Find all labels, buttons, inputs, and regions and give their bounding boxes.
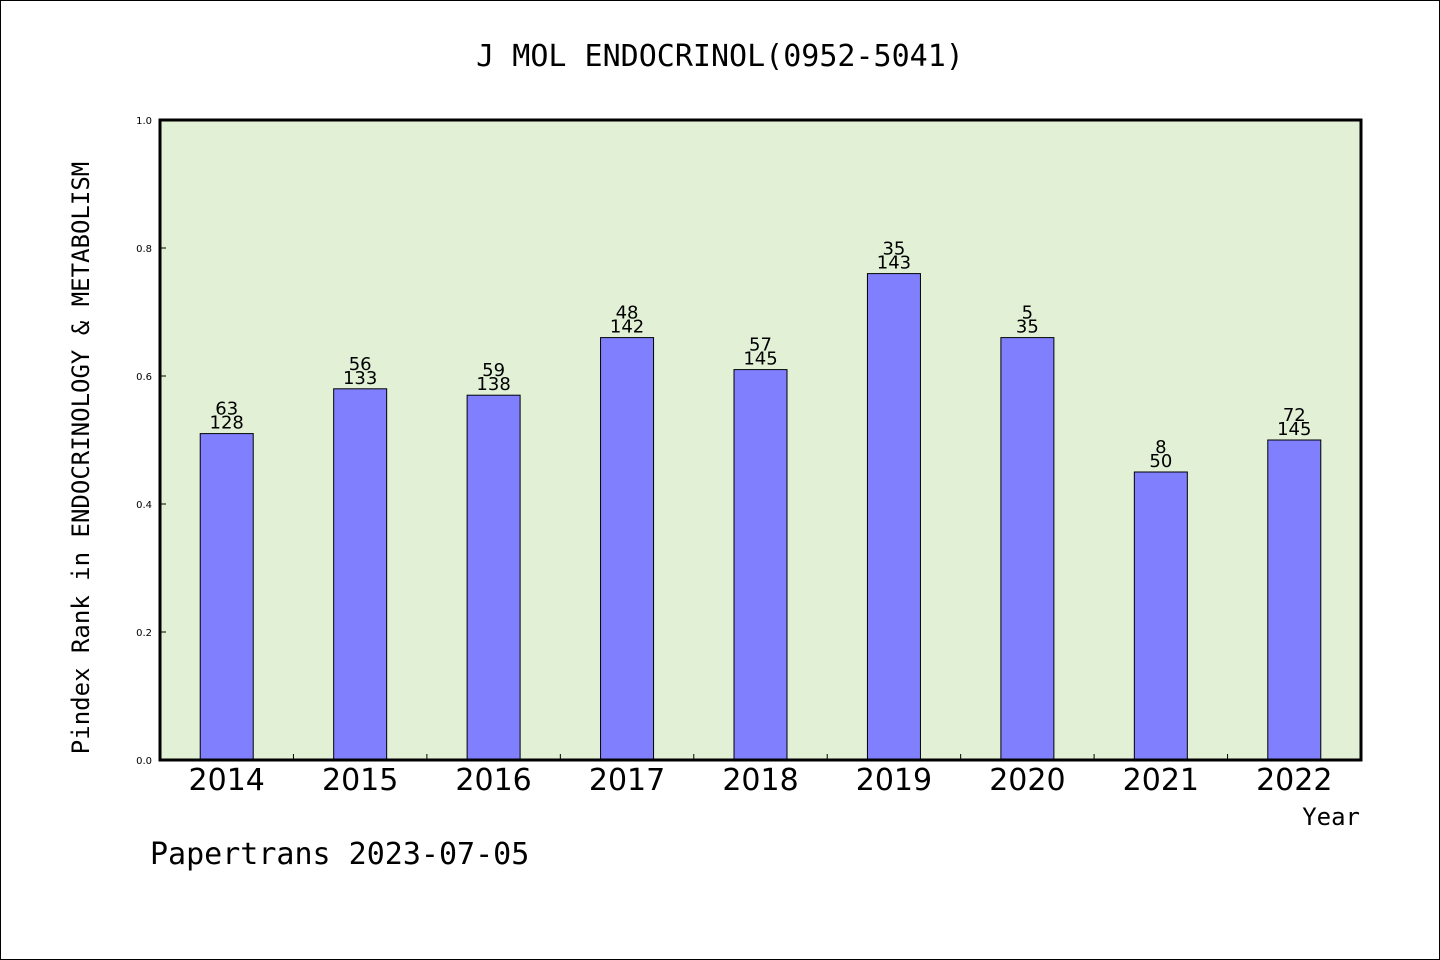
x-tick-label: 2017 (589, 763, 665, 798)
bars-group (199, 273, 1322, 761)
bar-2016 (466, 394, 521, 761)
x-axis: 2014 2015 2016 2017 2018 2019 2020 2021 2022 (189, 754, 1332, 798)
data-label-top: 57 (749, 335, 772, 356)
y-tick-label: 0.2 (136, 628, 152, 639)
y-tick-label: 0.8 (136, 244, 152, 255)
x-tick-label: 2015 (322, 763, 398, 798)
bar-2019 (866, 273, 921, 761)
y-tick-label: 0.4 (136, 500, 152, 511)
data-label-top: 63 (215, 399, 238, 420)
data-label-bottom: 142 (610, 317, 644, 338)
data-label-bottom: 143 (877, 253, 911, 274)
x-tick-label: 2018 (722, 763, 798, 798)
bar-2015 (333, 388, 388, 761)
y-tick-label: 0.0 (136, 756, 152, 767)
data-label-top: 59 (482, 360, 505, 381)
data-label-bottom: 133 (343, 368, 377, 389)
x-tick-label: 2020 (989, 763, 1065, 798)
y-axis-label: Pindex Rank in ENDOCRINOLOGY & METABOLIS… (67, 162, 95, 754)
data-label-bottom: 145 (743, 349, 777, 370)
x-tick-label: 2019 (856, 763, 932, 798)
x-tick-label: 2014 (189, 763, 265, 798)
data-label-bottom: 50 (1149, 451, 1172, 472)
x-tick-label: 2016 (455, 763, 531, 798)
bar-2018 (733, 369, 788, 761)
data-label-bottom: 128 (210, 413, 244, 434)
x-tick-label: 2021 (1123, 763, 1199, 798)
footer-watermark: Papertrans 2023-07-05 (150, 837, 529, 872)
x-tick-label: 2022 (1256, 763, 1332, 798)
y-tick-label: 0.6 (136, 372, 152, 383)
x-axis-label: Year (1302, 803, 1360, 831)
bar-2022 (1267, 439, 1322, 761)
data-label-top: 8 (1155, 437, 1166, 458)
bar-2021 (1133, 471, 1188, 761)
bar-2014 (199, 433, 254, 761)
data-label-bottom: 145 (1277, 419, 1311, 440)
y-tick-label: 1.0 (136, 116, 152, 127)
chart-title: J MOL ENDOCRINOL(0952-5041) (476, 39, 964, 74)
data-label-top: 48 (616, 303, 639, 324)
data-label-top: 72 (1283, 405, 1306, 426)
data-label-bottom: 138 (476, 374, 510, 395)
data-label-top: 5 (1022, 303, 1033, 324)
data-label-top: 56 (349, 354, 372, 375)
bar-2017 (600, 337, 655, 761)
plot-border (158, 118, 1363, 762)
data-labels: 1286313356138591424814557143353555081457… (210, 239, 1312, 472)
data-label-bottom: 35 (1016, 317, 1039, 338)
bar-2020 (1000, 337, 1055, 761)
data-label-top: 35 (882, 239, 905, 260)
